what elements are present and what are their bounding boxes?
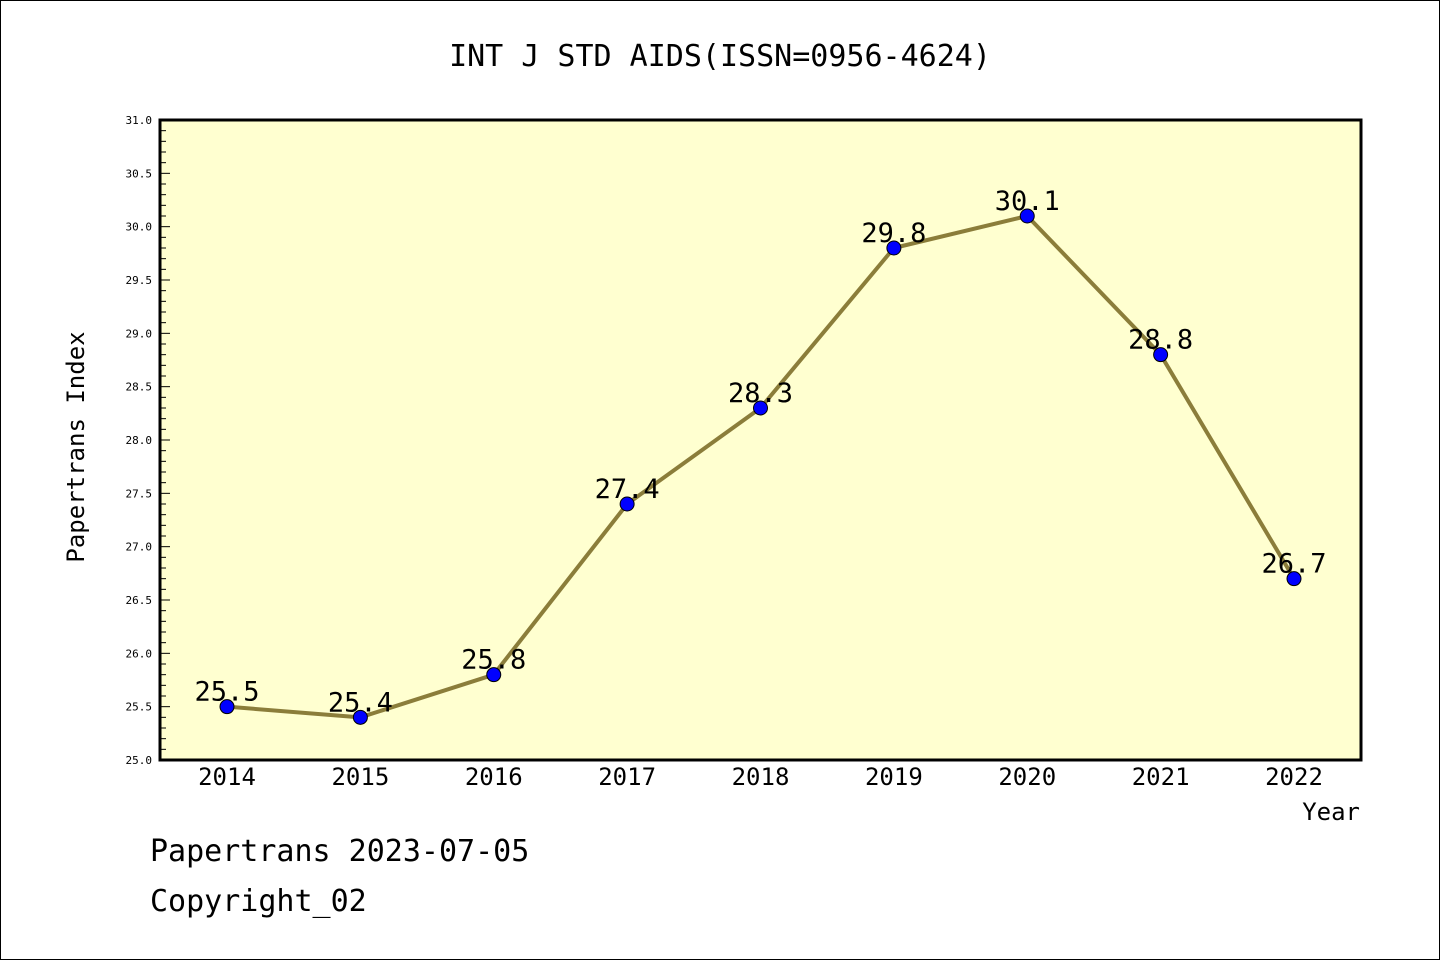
- data-label: 28.8: [1128, 325, 1193, 356]
- markers-group: [219, 208, 1302, 725]
- data-point-marker: [486, 667, 502, 683]
- y-tick-label: 29.5: [126, 274, 153, 287]
- x-tick-label: 2018: [732, 763, 790, 791]
- y-tick-label: 30.5: [126, 167, 153, 180]
- footer-copyright-line: Copyright_02: [150, 884, 367, 919]
- data-label: 28.3: [728, 378, 793, 409]
- x-axis-title: Year: [1302, 798, 1360, 826]
- data-labels-group: 25.5 25.4 25.8 27.4 28.3 29.8 30.1 28.8 26.7: [194, 186, 1326, 718]
- data-label: 26.7: [1261, 549, 1326, 580]
- x-tick-label: 2021: [1132, 763, 1190, 791]
- data-label: 30.1: [995, 186, 1060, 217]
- x-tick-label: 2019: [865, 763, 923, 791]
- y-tick-label: 28.5: [126, 381, 153, 394]
- data-label: 25.8: [461, 645, 526, 676]
- data-point-marker: [619, 496, 635, 512]
- data-point-marker: [1019, 208, 1035, 224]
- y-tick-label: 27.5: [126, 487, 153, 500]
- y-tick-label: 25.5: [126, 701, 153, 714]
- x-tick-label: 2014: [198, 763, 256, 791]
- data-point-marker: [1153, 347, 1169, 363]
- data-point-marker: [352, 709, 368, 725]
- y-tick-label: 29.0: [126, 327, 153, 340]
- y-tick-label: 25.0: [126, 754, 153, 767]
- y-tick-label: 31.0: [126, 114, 153, 127]
- y-tick-label: 26.5: [126, 594, 153, 607]
- data-label: 25.4: [328, 687, 393, 718]
- x-tick-label: 2022: [1265, 763, 1323, 791]
- y-minor-ticks: [160, 119, 170, 761]
- y-axis-title: Papertrans Index: [62, 331, 90, 562]
- data-point-marker: [219, 699, 235, 715]
- data-label: 25.5: [194, 677, 259, 708]
- y-tick-labels: 25.0 25.5 26.0 26.5 27.0 27.5 28.0 28.5 29.0 29.5…: [126, 114, 153, 767]
- y-tick-label: 30.0: [126, 221, 153, 234]
- y-tick-label: 27.0: [126, 541, 153, 554]
- data-point-marker: [753, 400, 768, 416]
- chart-title: INT J STD AIDS(ISSN=0956-4624): [449, 39, 991, 74]
- x-tick-labels: 2014 2015 2016 2017 2018 2019 2020 2021 2022: [198, 763, 1323, 791]
- y-tick-label: 26.0: [126, 647, 153, 660]
- plot-area: [158, 118, 1363, 762]
- x-tick-label: 2015: [331, 763, 389, 791]
- data-point-marker: [1286, 571, 1302, 587]
- y-tick-label: 28.0: [126, 434, 153, 447]
- x-tick-label: 2016: [465, 763, 523, 791]
- footer-date-line: Papertrans 2023-07-05: [150, 834, 530, 869]
- data-label: 27.4: [595, 474, 660, 505]
- x-tick-label: 2017: [598, 763, 656, 791]
- x-tick-label: 2020: [998, 763, 1056, 791]
- data-label: 29.8: [861, 218, 926, 249]
- data-point-marker: [886, 240, 902, 256]
